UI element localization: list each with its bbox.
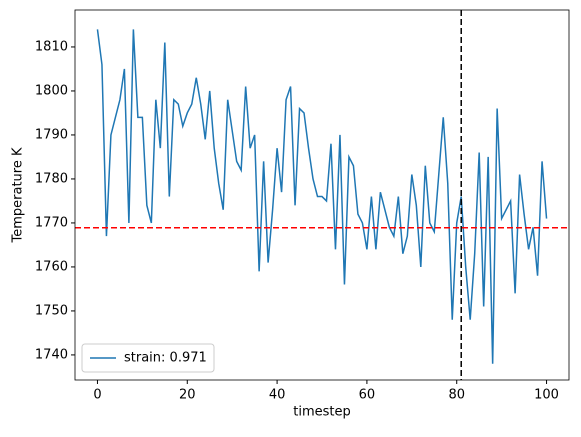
x-tick-label: 0 <box>93 388 101 403</box>
y-tick-label: 1740 <box>35 347 68 362</box>
x-tick-label: 40 <box>269 388 286 403</box>
x-axis-label: timestep <box>293 405 351 420</box>
y-tick-label: 1810 <box>35 39 68 54</box>
y-tick-label: 1760 <box>35 259 68 274</box>
x-tick-label: 80 <box>448 388 465 403</box>
x-tick-label: 100 <box>534 388 559 403</box>
legend-label: strain: 0.971 <box>124 351 207 366</box>
plot-frame <box>74 9 570 381</box>
y-axis-label: Temperature K <box>11 147 26 243</box>
data-line <box>96 29 548 364</box>
y-tick-label: 1750 <box>35 303 68 318</box>
y-tick-label: 1800 <box>35 83 68 98</box>
x-tick-label: 60 <box>359 388 376 403</box>
y-tick-label: 1770 <box>35 215 68 230</box>
y-tick-label: 1790 <box>35 127 68 142</box>
y-tick-label: 1780 <box>35 171 68 186</box>
x-tick-label: 20 <box>179 388 196 403</box>
legend-box <box>81 343 215 373</box>
